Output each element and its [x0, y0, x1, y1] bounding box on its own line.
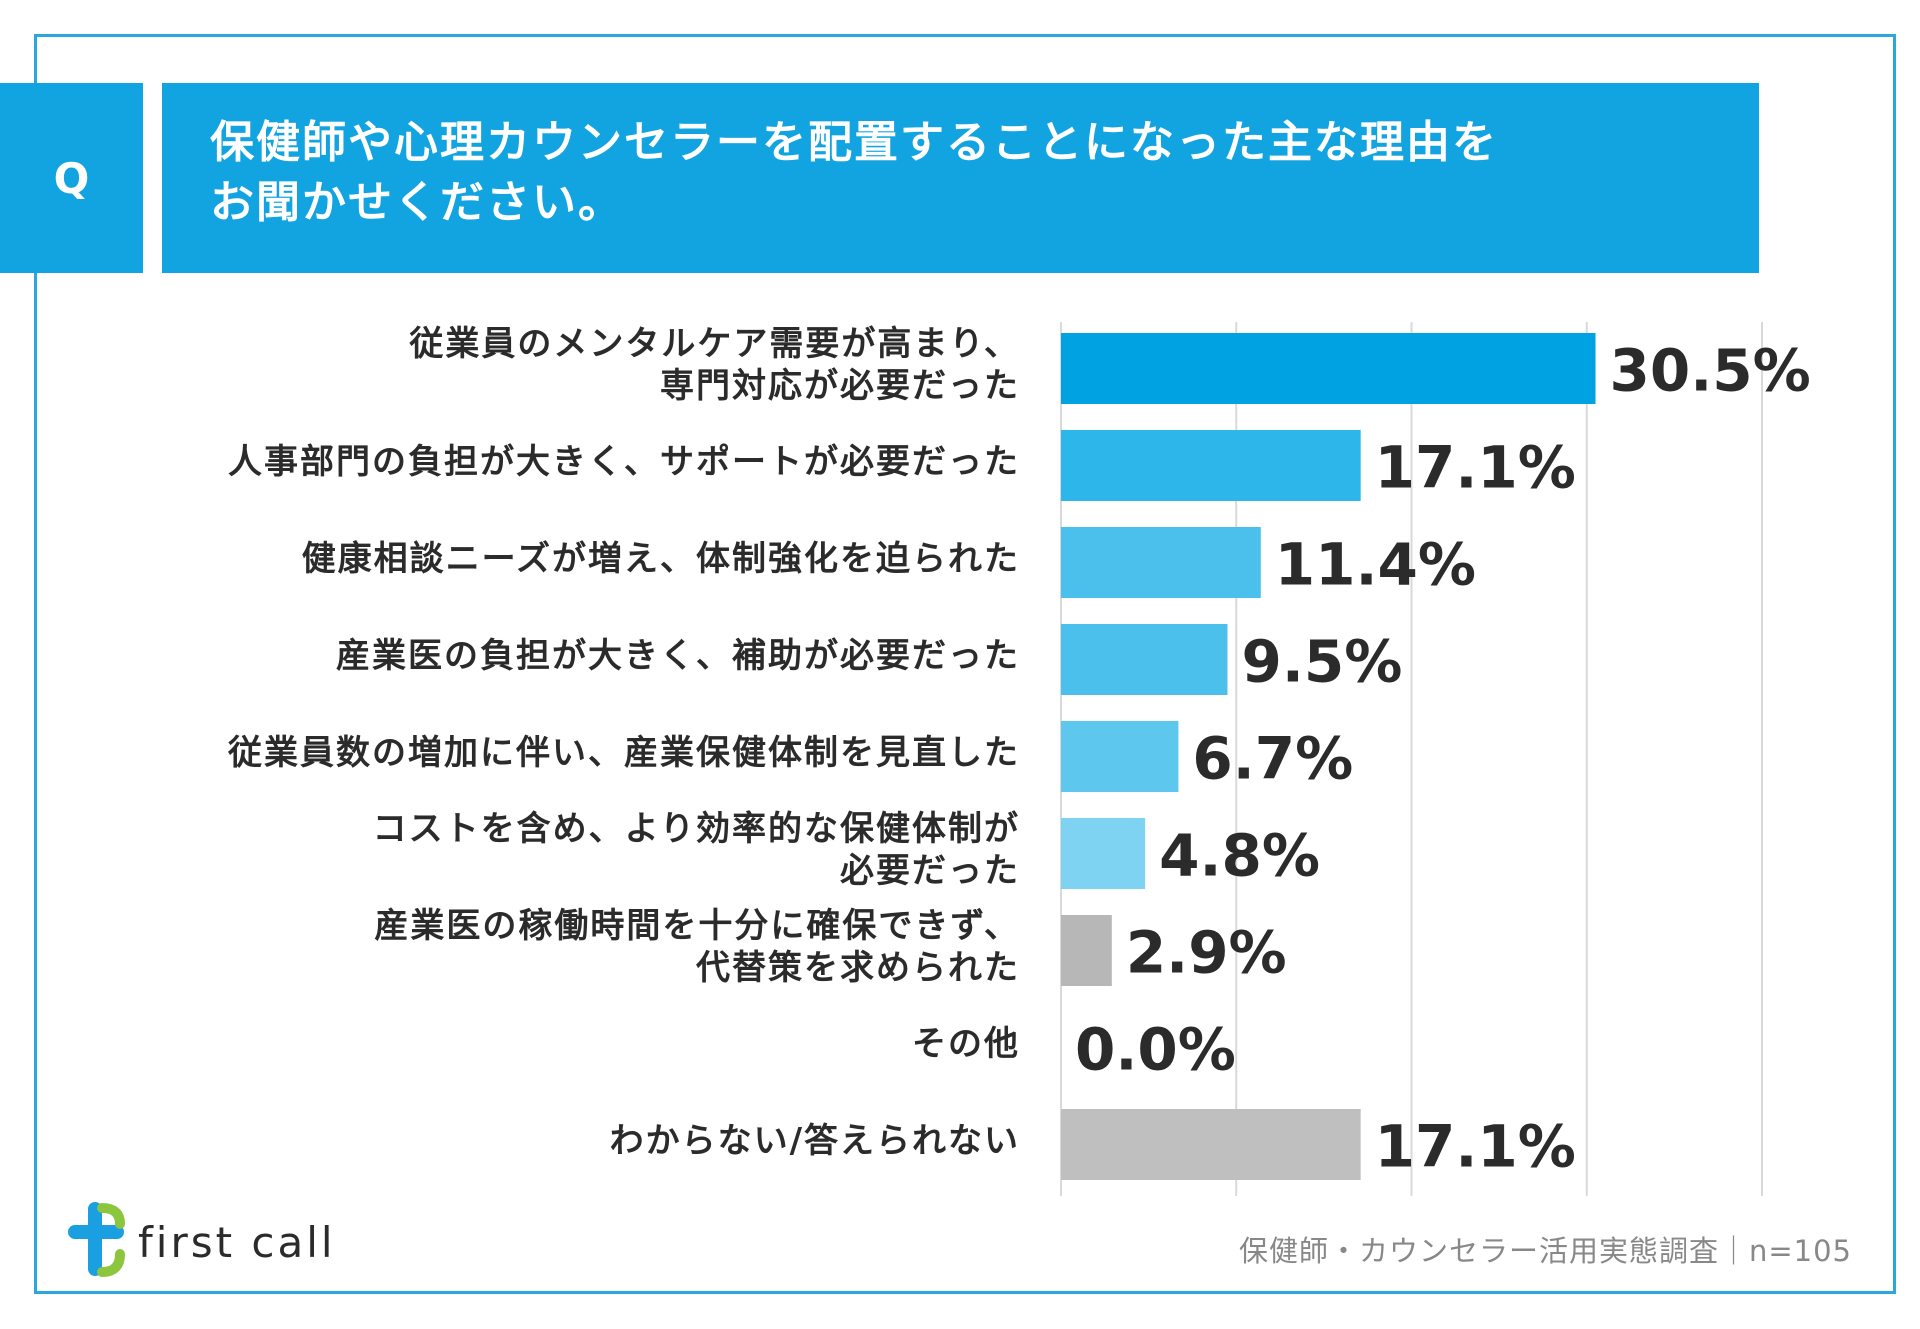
bar — [1061, 915, 1112, 986]
bar — [1061, 818, 1146, 889]
data-label: 9.5% — [1241, 628, 1402, 696]
bar — [1061, 333, 1596, 404]
bar — [1061, 1109, 1361, 1180]
logo-text: first call — [138, 1218, 336, 1267]
bar — [1061, 430, 1361, 501]
data-label: 6.7% — [1192, 725, 1353, 793]
data-label: 17.1% — [1375, 434, 1576, 502]
data-label: 4.8% — [1159, 822, 1320, 890]
bar — [1061, 721, 1179, 792]
question-badge: Q — [0, 83, 143, 273]
data-label: 30.5% — [1610, 337, 1811, 405]
bar — [1061, 527, 1261, 598]
bar — [1061, 624, 1228, 695]
data-label: 0.0% — [1075, 1016, 1236, 1084]
data-label: 17.1% — [1375, 1113, 1576, 1181]
outer-frame — [34, 34, 1896, 1294]
question-badge-label: Q — [53, 153, 90, 203]
first-call-logo-icon — [68, 1202, 125, 1277]
question-title: 保健師や心理カウンセラーを配置することになった主な理由を お聞かせください。 — [162, 83, 1759, 273]
question-title-line-1: 保健師や心理カウンセラーを配置することになった主な理由を — [210, 117, 1498, 168]
question-title-line-2: お聞かせください。 — [210, 177, 624, 228]
data-label: 2.9% — [1126, 919, 1287, 987]
footer-source: 保健師・カウンセラー活用実態調査｜n=105 — [1238, 1234, 1852, 1268]
data-label: 11.4% — [1275, 531, 1476, 599]
